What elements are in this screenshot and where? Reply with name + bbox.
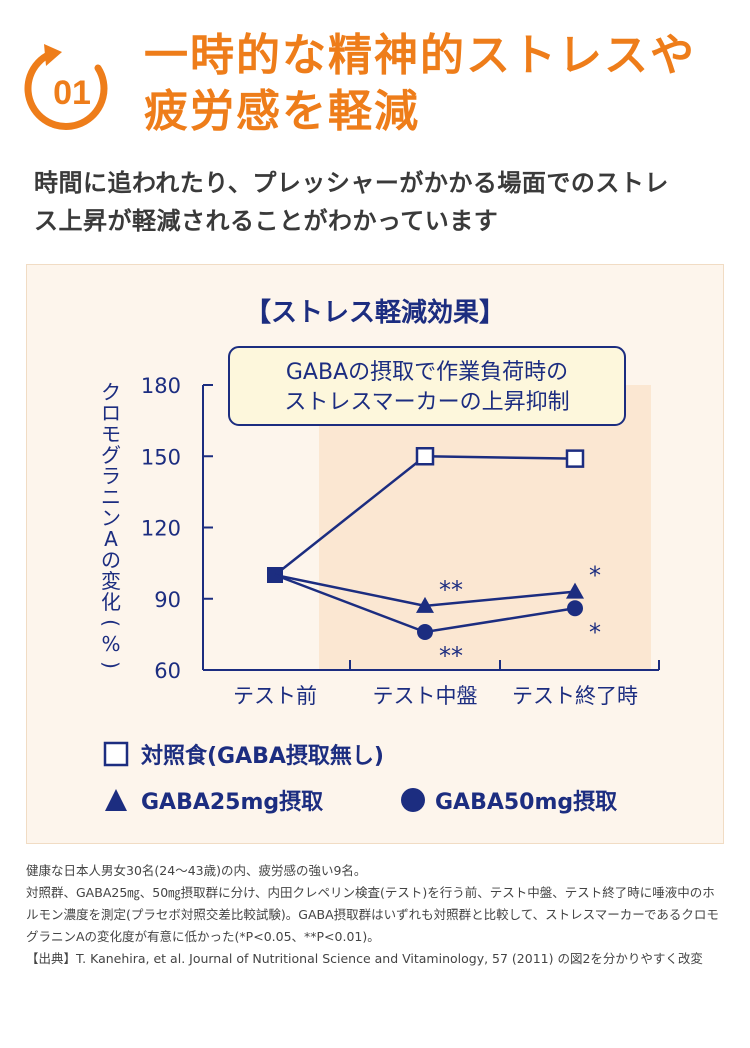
note-line-2: 対照群、GABA25㎎、50㎎摂取群に分け、内田クレペリン検査(テスト)を行う前… xyxy=(26,885,719,944)
chart-title: 【ストレス軽減効果】 xyxy=(245,297,505,328)
chart-series xyxy=(267,447,585,640)
title-line-2: 疲労感を軽減 xyxy=(144,86,420,137)
section-number: 01 xyxy=(53,74,91,112)
legend-circle-icon xyxy=(401,788,425,812)
y-axis-label-char: グ xyxy=(101,443,121,467)
callout-box xyxy=(228,346,626,426)
y-tick-label: 120 xyxy=(141,517,181,541)
triangle-marker xyxy=(416,596,434,613)
y-axis-label-char: 化 xyxy=(101,590,121,614)
subtitle-line-2: ス上昇が軽減されることがわかっています xyxy=(34,207,499,235)
y-axis-label-char: ニ xyxy=(101,485,121,509)
y-tick-label: 90 xyxy=(154,588,181,612)
y-ticks: 60 90 120 150 180 xyxy=(141,374,213,683)
x-tick-label: テスト前 xyxy=(233,684,317,708)
circle-marker xyxy=(567,600,583,617)
y-axis-label-char: 変 xyxy=(101,569,121,593)
section-subtitle: 時間に追われたり、プレッシャーがかかる場面でのストレ ス上昇が軽減されることがわ… xyxy=(34,164,724,240)
number-01-icon: 01 xyxy=(24,44,108,130)
y-axis-label-char: ( xyxy=(99,619,123,627)
legend-triangle-icon xyxy=(105,789,127,811)
callout-line-2: ストレスマーカーの上昇抑制 xyxy=(284,390,569,415)
y-axis-label-char: ラ xyxy=(101,464,121,488)
y-axis-label-char: モ xyxy=(101,422,121,446)
y-tick-label: 60 xyxy=(154,659,181,683)
chart-highlight-band xyxy=(319,385,651,670)
legend-label-50mg: GABA50mg摂取 xyxy=(435,789,617,815)
significance-annotation: ** xyxy=(439,642,463,670)
significance-annotation: * xyxy=(589,562,601,590)
y-axis-label-char: ロ xyxy=(101,401,121,425)
significance-annotation: * xyxy=(589,618,601,646)
y-axis-label-char: ク xyxy=(101,380,121,404)
y-axis-label-char: ン xyxy=(101,506,121,530)
circle-marker xyxy=(417,624,433,640)
y-axis-label: クロモグラニンAの変化 (%) xyxy=(99,380,123,669)
legend: 対照食(GABA摂取無し) GABA25mg摂取 GABA50mg摂取 xyxy=(103,741,617,815)
significance-annotation: ** xyxy=(439,576,463,604)
y-axis-label-char: の xyxy=(101,548,121,572)
y-axis-label-char: ) xyxy=(99,661,123,669)
x-tick-label: テスト終了時 xyxy=(512,684,638,708)
callout-line-1: GABAの摂取で作業負荷時の xyxy=(286,360,568,385)
title-line-1: 一時的な精神的ストレスや xyxy=(144,30,696,81)
triangle-marker xyxy=(566,582,584,599)
stress-chart: 【ストレス軽減効果】 クロモグラニンAの変化(%) 6090120150180 … xyxy=(99,297,660,815)
subtitle-line-1: 時間に追われたり、プレッシャーがかかる場面でのストレ xyxy=(34,169,669,197)
note-line-3: 【出典】T. Kanehira, et al. Journal of Nutri… xyxy=(26,951,703,966)
legend-label-25mg: GABA25mg摂取 xyxy=(141,789,323,815)
square-marker xyxy=(565,449,585,468)
note-line-1: 健康な日本人男女30名(24〜43歳)の内、疲労感の強い9名。 xyxy=(26,863,367,878)
footnotes: 健康な日本人男女30名(24〜43歳)の内、疲労感の強い9名。 対照群、GABA… xyxy=(26,860,726,970)
x-tick-label: テスト中盤 xyxy=(373,684,478,708)
y-axis-label-char: % xyxy=(101,632,120,656)
chart-panel: 【ストレス軽減効果】 クロモグラニン A の変化(%) 60 90 120 150 180 … xyxy=(26,264,724,844)
square-marker xyxy=(415,447,435,466)
y-tick-label: 150 xyxy=(141,445,181,469)
x-categories: テスト前 テスト中盤 テスト終了時 xyxy=(233,684,638,708)
legend-square-icon xyxy=(103,741,129,767)
y-tick-label: 180 xyxy=(141,374,181,398)
y-axis-label-char: A xyxy=(104,527,118,551)
legend-label-control: 対照食(GABA摂取無し) xyxy=(141,743,384,769)
section-title: 一時的な精神的ストレスや 疲労感を軽減 xyxy=(144,28,696,140)
chart-annotations: ****** xyxy=(439,562,601,670)
